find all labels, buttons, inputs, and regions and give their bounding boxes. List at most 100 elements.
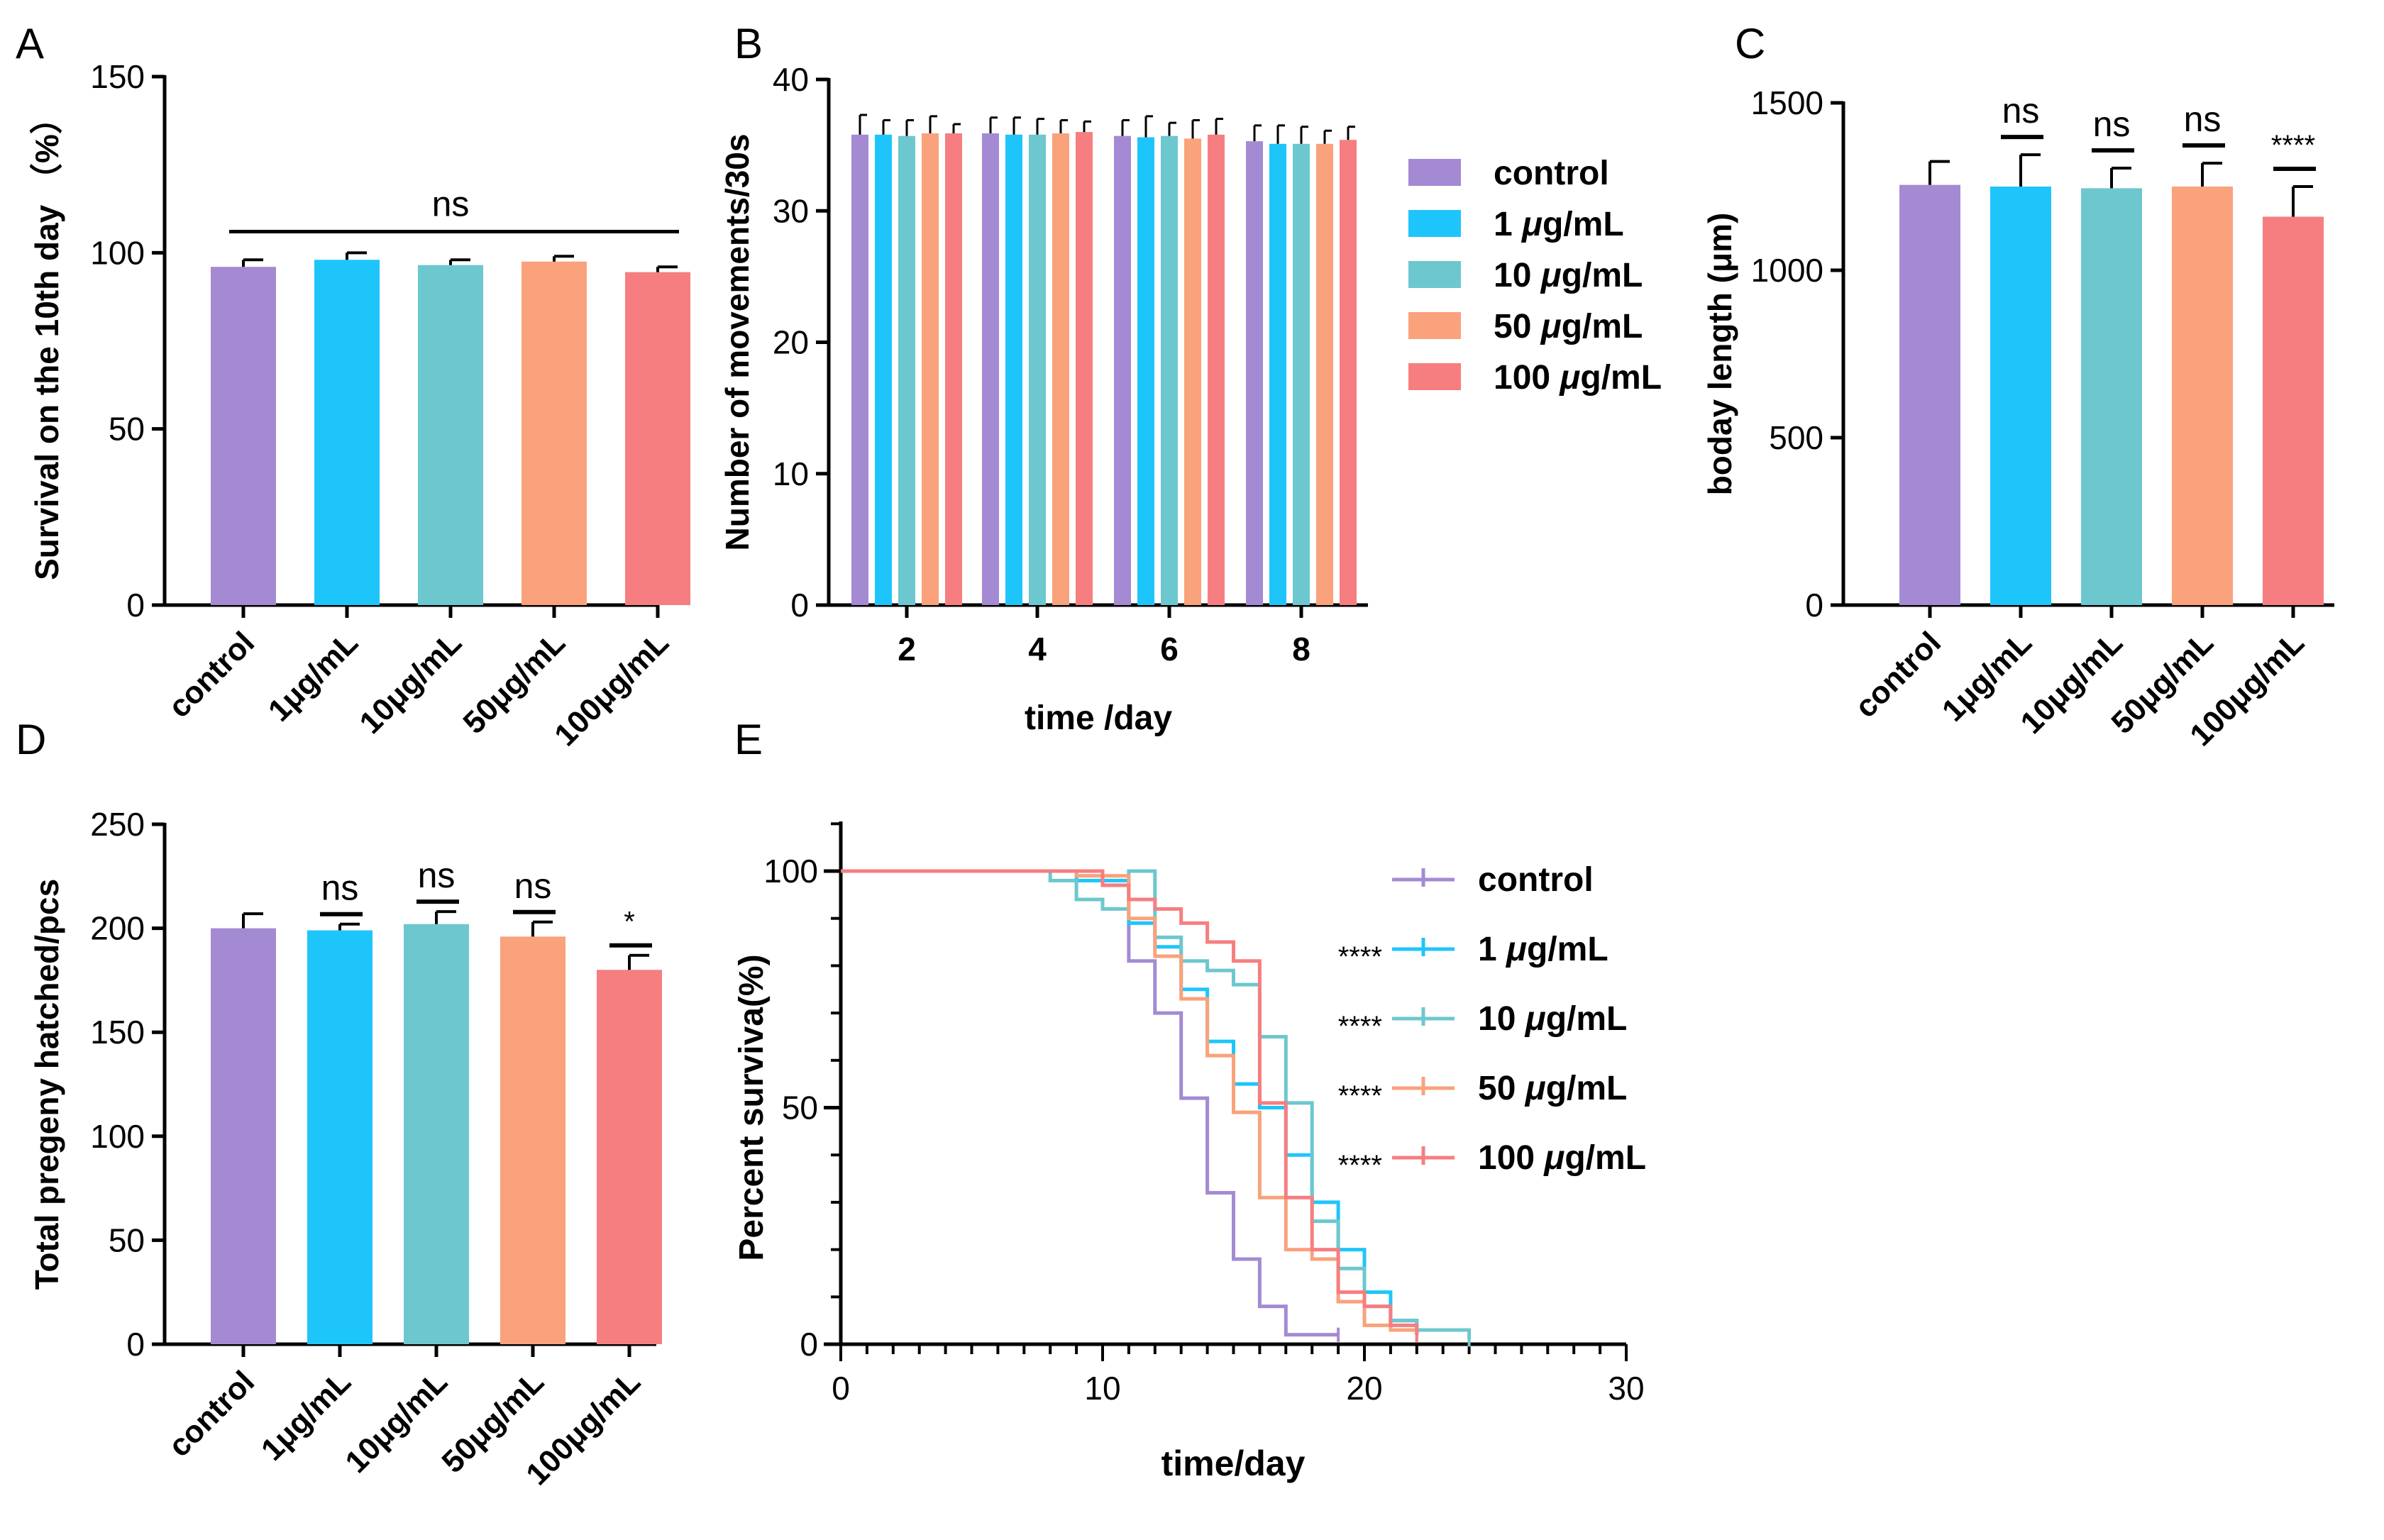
x-tick-label: 10μg/mL bbox=[353, 625, 468, 741]
bar bbox=[1293, 143, 1310, 605]
y-tick-label: 200 bbox=[90, 910, 145, 947]
y-tick-label: 0 bbox=[1805, 587, 1823, 624]
y-tick-label: 100 bbox=[763, 853, 818, 890]
legend-label: 100 μg/mL bbox=[1494, 359, 1662, 397]
y-tick-label: 0 bbox=[126, 587, 145, 624]
bar bbox=[875, 134, 892, 605]
x-tick-label: control bbox=[1848, 625, 1948, 724]
legend-label: control bbox=[1494, 155, 1609, 192]
x-tick-label: 0 bbox=[832, 1370, 850, 1407]
bar-1 bbox=[314, 260, 380, 605]
x-tick-label: 4 bbox=[1028, 631, 1047, 667]
x-tick-label: 1μg/mL bbox=[262, 625, 365, 728]
bar bbox=[1161, 135, 1178, 606]
legend-swatch bbox=[1408, 261, 1461, 288]
bar-4 bbox=[625, 272, 690, 605]
y-tick-label: 0 bbox=[800, 1326, 818, 1363]
survival-curve-3 bbox=[841, 869, 1419, 1335]
x-tick-label: 100μg/mL bbox=[548, 625, 675, 753]
bar-1 bbox=[307, 930, 372, 1344]
legend-label: 50 μg/mL bbox=[1478, 1070, 1627, 1107]
x-tick-label: 2 bbox=[898, 631, 916, 667]
bar-2 bbox=[404, 924, 469, 1344]
bar bbox=[1114, 135, 1131, 606]
panel-label-a: A bbox=[16, 20, 44, 67]
panel-d: D 0 50 100 150 200 250 Total pregeny hatched/pc… bbox=[16, 716, 662, 1492]
bar-0 bbox=[1899, 184, 1960, 605]
bar bbox=[1076, 132, 1093, 606]
significance-label: ns bbox=[2093, 104, 2131, 144]
y-tick-label: 0 bbox=[790, 587, 809, 624]
bar bbox=[851, 134, 868, 605]
significance-label: **** bbox=[2271, 130, 2315, 161]
bar-4 bbox=[2263, 216, 2324, 606]
x-tick-label: 30 bbox=[1608, 1370, 1644, 1407]
significance-label: ns bbox=[514, 866, 552, 906]
panel-label-d: D bbox=[16, 716, 46, 763]
bar bbox=[1052, 133, 1069, 605]
x-tick-label: control bbox=[162, 1364, 261, 1463]
x-tick-label: 8 bbox=[1292, 631, 1310, 667]
y-tick-label: 0 bbox=[126, 1326, 145, 1363]
legend-swatch bbox=[1408, 363, 1461, 390]
panel-label-c: C bbox=[1735, 20, 1765, 67]
panel-label-b: B bbox=[734, 20, 763, 67]
bar bbox=[982, 133, 999, 605]
y-tick-label: 150 bbox=[90, 1014, 145, 1051]
panel-label-e: E bbox=[734, 716, 763, 763]
bar-0 bbox=[211, 928, 276, 1344]
bar-4 bbox=[597, 970, 662, 1344]
bar bbox=[1029, 134, 1046, 605]
significance-label: ns bbox=[432, 184, 470, 224]
panel-b: B 0 10 20 30 40 Number of movements/30s time /d… bbox=[719, 20, 1662, 737]
significance-label: ns bbox=[2002, 91, 2040, 131]
bar-2 bbox=[418, 265, 483, 605]
bar-3 bbox=[522, 261, 587, 605]
x-axis-title: time /day bbox=[1025, 699, 1172, 737]
y-axis-title: Number of movements/30s bbox=[719, 134, 756, 551]
y-tick-label: 20 bbox=[773, 324, 809, 361]
x-axis-title: time/day bbox=[1161, 1444, 1306, 1483]
y-tick-label: 250 bbox=[90, 806, 145, 843]
significance-label: ns bbox=[2184, 99, 2222, 139]
y-tick-label: 50 bbox=[109, 1222, 145, 1258]
legend-label: 1 μg/mL bbox=[1494, 206, 1624, 243]
legend-label: control bbox=[1478, 861, 1594, 899]
bar bbox=[1137, 137, 1154, 605]
survival-curve-4 bbox=[841, 869, 1419, 1335]
bar bbox=[898, 135, 915, 606]
y-tick-label: 100 bbox=[90, 234, 145, 271]
bar bbox=[945, 133, 962, 605]
y-axis-title: boday length (μm) bbox=[1701, 213, 1738, 496]
x-tick-label: 20 bbox=[1346, 1370, 1382, 1407]
significance-label: **** bbox=[1338, 941, 1382, 973]
panel-e: E 0 50 100 0 10 20 30 Percent surviva(%) time/day… bbox=[733, 716, 1646, 1483]
legend-label: 50 μg/mL bbox=[1494, 308, 1643, 345]
x-tick-label: 10μg/mL bbox=[338, 1364, 454, 1480]
bar bbox=[1184, 138, 1201, 606]
bar-3 bbox=[2172, 187, 2233, 605]
y-tick-label: 10 bbox=[773, 455, 809, 492]
legend-swatch bbox=[1408, 159, 1461, 186]
significance-label: ns bbox=[418, 855, 456, 895]
y-tick-label: 50 bbox=[109, 411, 145, 448]
x-tick-label: control bbox=[162, 625, 261, 724]
bar bbox=[1316, 143, 1333, 605]
y-tick-label: 1000 bbox=[1751, 252, 1823, 289]
y-tick-label: 40 bbox=[773, 61, 809, 98]
x-tick-label: 6 bbox=[1160, 631, 1179, 667]
y-axis-title: Total pregeny hatched/pcs bbox=[28, 879, 65, 1290]
y-tick-label: 50 bbox=[782, 1090, 818, 1126]
bar-1 bbox=[1990, 187, 2051, 605]
panel-a: A 0 50 100 150 Survival on the 10th day （%） co… bbox=[16, 20, 690, 753]
significance-label: ns bbox=[321, 868, 359, 908]
y-axis-title: Survival on the 10th day （%） bbox=[28, 101, 65, 580]
bar bbox=[1340, 140, 1357, 606]
bar bbox=[1005, 134, 1022, 605]
x-tick-label: 10 bbox=[1084, 1370, 1120, 1407]
bar-0 bbox=[211, 267, 276, 605]
bar bbox=[1208, 134, 1225, 605]
legend-swatch bbox=[1408, 210, 1461, 237]
y-axis-title: Percent surviva(%) bbox=[733, 954, 771, 1261]
